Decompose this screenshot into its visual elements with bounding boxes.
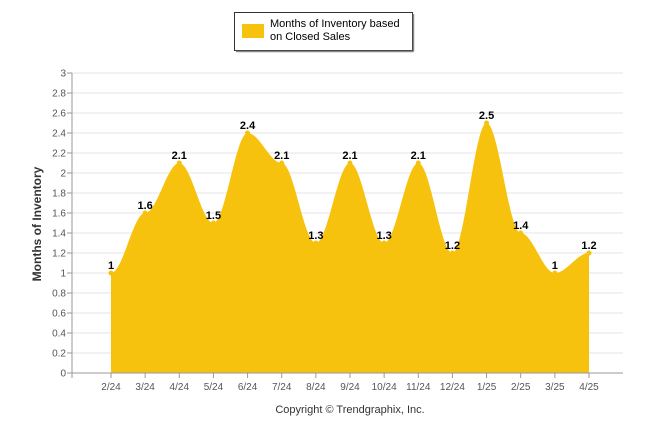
x-tick-label: 8/24 — [306, 382, 326, 393]
legend[interactable]: Months of Inventory based on Closed Sale… — [234, 12, 415, 53]
y-tick-label: 2.4 — [52, 129, 66, 140]
data-point — [415, 160, 421, 166]
data-point — [347, 160, 353, 166]
data-label: 2.1 — [411, 150, 426, 162]
y-tick-label: 1 — [60, 269, 66, 280]
data-point — [176, 160, 182, 166]
data-label: 1 — [108, 260, 114, 272]
data-point — [381, 240, 387, 246]
y-tick-label: 2.2 — [52, 149, 66, 160]
y-axis-title: Months of Inventory — [30, 166, 44, 281]
y-tick-label: 3 — [60, 69, 66, 80]
x-tick-label: 2/25 — [511, 382, 531, 393]
y-tick-label: 0.4 — [52, 329, 66, 340]
x-tick-label: 10/24 — [372, 382, 397, 393]
data-label: 1.3 — [376, 230, 391, 242]
data-point — [210, 220, 216, 226]
x-tick-label: 4/24 — [170, 382, 190, 393]
area-series — [111, 123, 589, 373]
legend-label-line-1: Months of Inventory based — [270, 18, 400, 30]
y-tick-label: 1.6 — [52, 209, 66, 220]
y-tick-label: 0.2 — [52, 349, 66, 360]
data-point — [245, 130, 251, 136]
data-label: 2.4 — [240, 120, 256, 132]
area-fill — [111, 123, 589, 373]
y-tick-label: 0.8 — [52, 289, 66, 300]
data-point — [518, 230, 524, 236]
x-tick-label: 7/24 — [272, 382, 292, 393]
legend-swatch — [242, 24, 264, 38]
copyright-credit: Copyright © Trendgraphix, Inc. — [275, 404, 424, 416]
axes: 0 0.2 0.4 0.6 0.8 1 1.2 1.4 1.6 1.8 2 2.2 2.4 2.6 2.8 3… — [52, 69, 623, 393]
x-tick-label: 6/24 — [238, 382, 258, 393]
x-tick-label: 5/24 — [204, 382, 224, 393]
data-label: 1.2 — [581, 240, 596, 252]
x-tick-label: 3/25 — [545, 382, 565, 393]
data-point — [108, 270, 114, 276]
legend-box — [234, 12, 413, 51]
data-label: 1 — [552, 260, 558, 272]
data-label: 1.2 — [445, 240, 460, 252]
x-tick-label: 12/24 — [440, 382, 465, 393]
legend-label-line-2: on Closed Sales — [270, 31, 351, 43]
data-point — [449, 250, 455, 256]
data-label: 2.1 — [342, 150, 357, 162]
y-tick-label: 1.2 — [52, 249, 66, 260]
x-tick-label: 1/25 — [477, 382, 497, 393]
data-point — [279, 160, 285, 166]
x-tick-label: 3/24 — [135, 382, 155, 393]
y-tick-label: 0 — [60, 369, 66, 380]
data-label: 1.4 — [513, 220, 529, 232]
data-point — [142, 210, 148, 216]
data-label: 2.1 — [172, 150, 187, 162]
data-point — [552, 270, 558, 276]
data-label: 2.5 — [479, 110, 494, 122]
y-tick-label: 0.6 — [52, 309, 66, 320]
y-tick-label: 1.8 — [52, 189, 66, 200]
y-tick-label: 2.6 — [52, 109, 66, 120]
data-point — [313, 240, 319, 246]
x-tick-label: 2/24 — [101, 382, 121, 393]
x-tick-label: 4/25 — [579, 382, 599, 393]
y-tick-label: 2 — [60, 169, 66, 180]
x-tick-label: 9/24 — [340, 382, 360, 393]
y-tick-label: 2.8 — [52, 89, 66, 100]
data-point — [586, 250, 592, 256]
data-label: 1.6 — [137, 200, 152, 212]
data-label: 1.5 — [206, 210, 221, 222]
data-labels: 1 1.6 2.1 1.5 2.4 2.1 1.3 2.1 1.3 2.1 1.2 2.5 1.4 1 1.… — [108, 110, 597, 276]
data-label: 1.3 — [308, 230, 323, 242]
x-tick-label: 11/24 — [406, 382, 431, 393]
y-tick-label: 1.4 — [52, 229, 66, 240]
data-point — [484, 120, 490, 126]
data-label: 2.1 — [274, 150, 289, 162]
